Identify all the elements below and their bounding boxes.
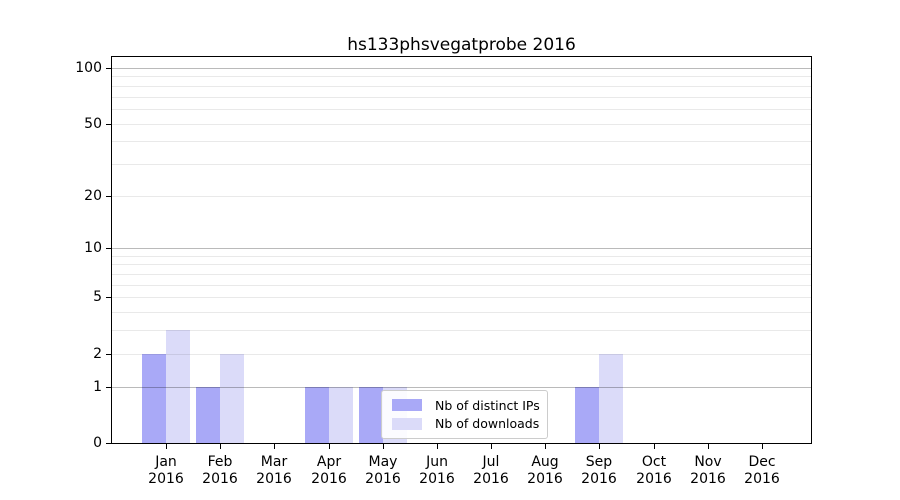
x-tick-nov [708, 444, 709, 449]
x-tick-label-may: May 2016 [365, 454, 401, 487]
legend-item-downloads: Nb of downloads [390, 415, 539, 432]
gridline-10 [112, 248, 811, 249]
gridline-60 [112, 109, 811, 110]
x-tick-label-mar: Mar 2016 [256, 454, 292, 487]
gridline-50 [112, 124, 811, 125]
gridline-70 [112, 97, 811, 98]
x-tick-jan [166, 444, 167, 449]
bar-downloads-jan [166, 330, 190, 443]
gridline-7 [112, 274, 811, 275]
legend-swatch-downloads [392, 417, 422, 430]
chart-title: hs133phsvegatprobe 2016 [347, 35, 576, 55]
gridline-2 [112, 354, 811, 355]
y-tick-label-20: 20 [84, 188, 102, 204]
y-tick-2 [106, 354, 111, 355]
x-tick-label-jan: Jan 2016 [148, 454, 184, 487]
legend-item-distinct-ips: Nb of distinct IPs [390, 397, 540, 414]
x-tick-label-dec: Dec 2016 [744, 454, 780, 487]
x-tick-label-oct: Oct 2016 [636, 454, 672, 487]
plot-area [111, 56, 812, 444]
x-tick-aug [545, 444, 546, 449]
y-tick-0 [106, 443, 111, 444]
x-tick-jun [437, 444, 438, 449]
bar-downloads-sep [599, 353, 624, 443]
x-tick-sep [599, 444, 600, 449]
bar-distinct-ips-feb [196, 386, 221, 443]
bar-distinct-ips-may [358, 386, 383, 443]
y-tick-label-1: 1 [93, 379, 102, 395]
y-tick-label-100: 100 [75, 60, 102, 76]
y-tick-50 [106, 124, 111, 125]
y-tick-20 [106, 196, 111, 197]
grid-layer [112, 57, 811, 443]
x-tick-may [383, 444, 384, 449]
x-tick-dec [762, 444, 763, 449]
gridline-30 [112, 164, 811, 165]
gridline-100 [112, 68, 811, 69]
gridline-9 [112, 256, 811, 257]
x-tick-oct [654, 444, 655, 449]
gridline-80 [112, 86, 811, 87]
gridline-5 [112, 297, 811, 298]
y-tick-label-50: 50 [84, 116, 102, 132]
x-tick-label-apr: Apr 2016 [311, 454, 347, 487]
gridline-4 [112, 312, 811, 313]
legend-label-downloads: Nb of downloads [435, 416, 540, 432]
bar-distinct-ips-sep [575, 386, 600, 443]
gridline-8 [112, 264, 811, 265]
gridline-90 [112, 76, 811, 77]
legend: Nb of distinct IPs Nb of downloads [381, 390, 548, 439]
x-tick-label-jul: Jul 2016 [473, 454, 509, 487]
gridline-1 [112, 387, 811, 388]
y-tick-10 [106, 248, 111, 249]
y-tick-100 [106, 68, 111, 69]
gridline-40 [112, 141, 811, 142]
y-tick-label-2: 2 [93, 346, 102, 362]
x-tick-label-aug: Aug 2016 [527, 454, 563, 487]
y-tick-1 [106, 387, 111, 388]
x-tick-apr [329, 444, 330, 449]
bar-distinct-ips-jan [142, 353, 166, 443]
x-tick-mar [274, 444, 275, 449]
legend-swatch-distinct-ips [392, 399, 422, 412]
y-tick-label-10: 10 [84, 240, 102, 256]
x-tick-jul [491, 444, 492, 449]
x-tick-label-nov: Nov 2016 [690, 454, 726, 487]
gridline-20 [112, 196, 811, 197]
x-tick-feb [220, 444, 221, 449]
gridline-3 [112, 330, 811, 331]
y-tick-label-0: 0 [93, 435, 102, 451]
bar-downloads-apr [328, 386, 353, 443]
legend-label-distinct-ips: Nb of distinct IPs [435, 397, 540, 413]
x-tick-label-sep: Sep 2016 [581, 454, 617, 487]
x-tick-label-jun: Jun 2016 [419, 454, 455, 487]
x-tick-label-feb: Feb 2016 [202, 454, 238, 487]
bar-downloads-feb [220, 353, 245, 443]
y-tick-5 [106, 297, 111, 298]
gridline-6 [112, 285, 811, 286]
y-tick-label-5: 5 [93, 289, 102, 305]
bar-distinct-ips-apr [304, 386, 329, 443]
